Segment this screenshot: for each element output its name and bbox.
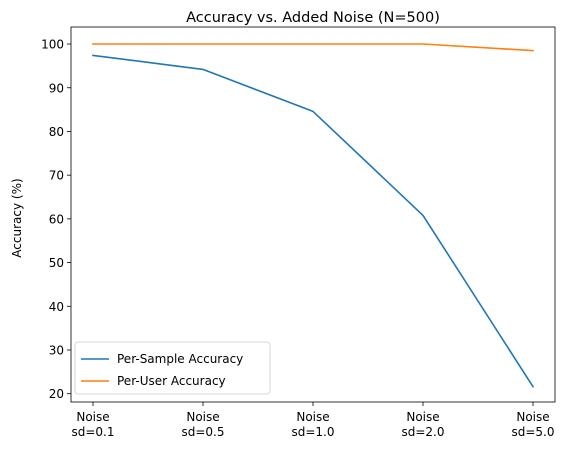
legend-label-per-sample: Per-Sample Accuracy — [117, 352, 243, 366]
y-tick-label: 60 — [49, 212, 64, 226]
x-tick-label-line: Noise — [76, 410, 109, 424]
x-tick-label-line: Noise — [186, 410, 219, 424]
series-line-0 — [92, 54, 535, 388]
y-tick-label: 30 — [49, 343, 64, 357]
x-tick-label-line: sd=5.0 — [511, 425, 554, 439]
y-tick-label: 80 — [49, 125, 64, 139]
chart-title: Accuracy vs. Added Noise (N=500) — [186, 10, 440, 26]
x-tick-label: Noise sd=0.1 — [71, 410, 114, 439]
x-tick-label-line: sd=0.1 — [71, 425, 114, 439]
y-tick-label: 50 — [49, 256, 64, 270]
y-tick-label: 90 — [49, 81, 64, 95]
x-tick-label: Noise sd=1.0 — [291, 410, 334, 439]
x-tick-label-line: sd=0.5 — [181, 425, 224, 439]
y-axis-label: Accuracy (%) — [10, 178, 24, 257]
y-tick-label: 100 — [41, 38, 64, 52]
x-tick-label-line: sd=2.0 — [401, 425, 444, 439]
x-tick-label-line: Noise — [516, 410, 549, 424]
x-tick-label-line: Noise — [296, 410, 329, 424]
legend: Per-Sample Accuracy Per-User Accuracy — [74, 341, 271, 395]
x-tick-label-line: sd=1.0 — [291, 425, 334, 439]
y-tick-label: 70 — [49, 169, 64, 183]
x-tick-label: Noise sd=0.5 — [181, 410, 224, 439]
x-tick-label-line: Noise — [406, 410, 439, 424]
x-tick-label: Noise sd=2.0 — [401, 410, 444, 439]
y-tick-label: 40 — [49, 300, 64, 314]
legend-box — [74, 341, 271, 395]
y-tick-label: 20 — [49, 387, 64, 401]
legend-label-per-user: Per-User Accuracy — [117, 374, 226, 388]
series-line-1 — [92, 43, 534, 52]
x-tick-label: Noise sd=5.0 — [511, 410, 554, 439]
series-layer — [92, 43, 535, 388]
